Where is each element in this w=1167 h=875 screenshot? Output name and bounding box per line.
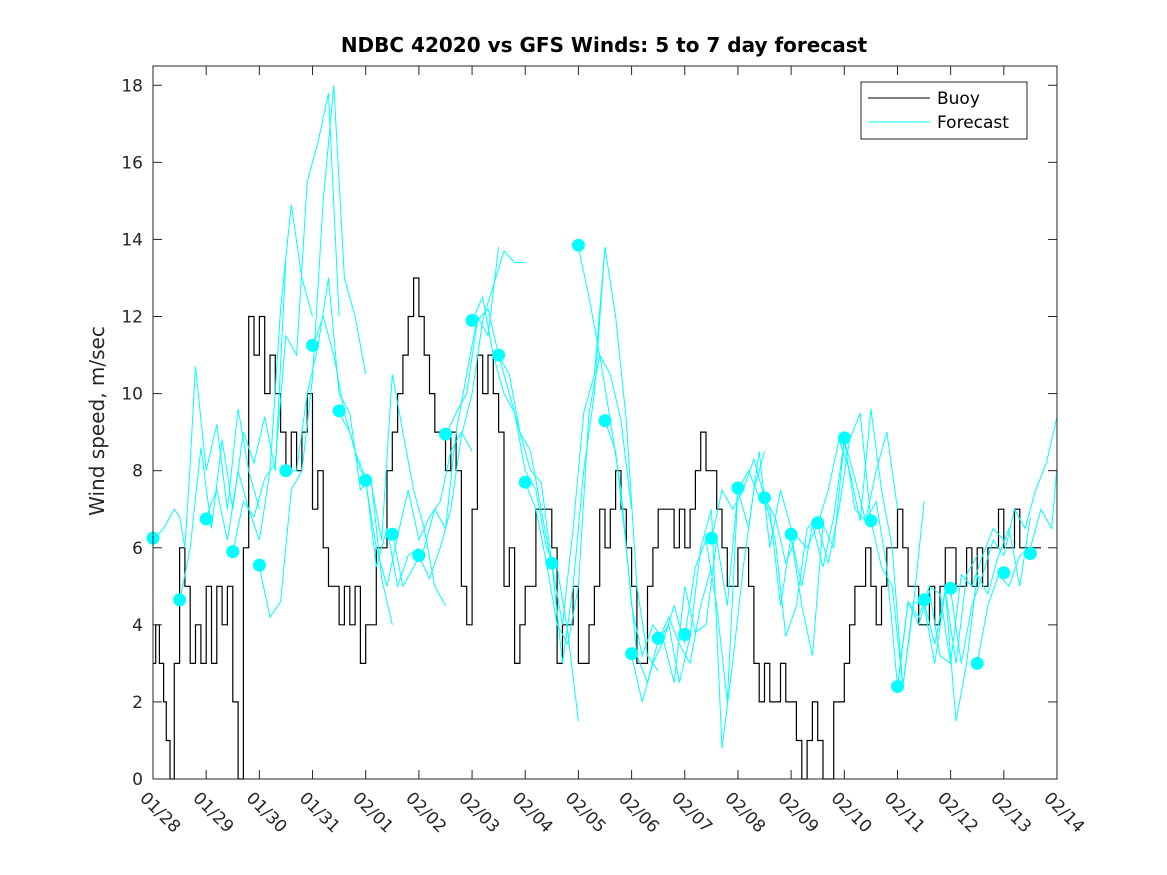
forecast-point bbox=[385, 527, 399, 541]
forecast-point bbox=[412, 549, 426, 562]
forecast-point bbox=[784, 527, 798, 541]
forecast-series-8 bbox=[338, 374, 446, 606]
forecast-point bbox=[758, 491, 771, 505]
forecast-series-16 bbox=[551, 247, 659, 672]
forecast-series-31 bbox=[950, 416, 1058, 664]
legend: Buoy Forecast bbox=[860, 81, 1028, 140]
forecast-point bbox=[545, 556, 559, 570]
y-tick-label: 2 bbox=[132, 693, 143, 713]
forecast-point bbox=[651, 631, 665, 645]
forecast-point bbox=[279, 464, 293, 478]
forecast-series-2 bbox=[179, 258, 287, 602]
forecast-point bbox=[199, 512, 213, 526]
y-tick-label: 6 bbox=[132, 539, 143, 559]
y-tick-label: 4 bbox=[132, 616, 143, 636]
forecast-series-5 bbox=[258, 85, 367, 619]
y-axis-label: Wind speed, m/sec bbox=[85, 326, 109, 516]
legend-buoy-label: Buoy bbox=[937, 89, 980, 109]
y-tick-label: 14 bbox=[121, 230, 143, 250]
forecast-series-4 bbox=[232, 92, 340, 552]
forecast-point bbox=[704, 531, 718, 545]
y-tick-label: 18 bbox=[121, 76, 143, 96]
chart-title: NDBC 42020 vs GFS Winds: 5 to 7 day fore… bbox=[341, 33, 868, 57]
forecast-series-6 bbox=[285, 277, 393, 625]
forecast-point bbox=[678, 628, 692, 641]
forecast-point bbox=[917, 593, 931, 607]
forecast-series-32 bbox=[976, 466, 1058, 664]
plot-area bbox=[146, 85, 1058, 780]
forecast-point bbox=[492, 348, 506, 362]
forecast-point bbox=[571, 238, 585, 252]
forecast-point bbox=[359, 473, 373, 487]
forecast-point bbox=[226, 545, 240, 559]
forecast-series-11 bbox=[418, 250, 526, 580]
forecast-point bbox=[465, 313, 479, 327]
forecast-point bbox=[173, 593, 187, 607]
forecast-series-15 bbox=[524, 353, 633, 646]
forecast-series-13 bbox=[471, 295, 579, 722]
forecast-series-29 bbox=[897, 527, 1005, 687]
legend-forecast-label: Forecast bbox=[937, 113, 1009, 133]
forecast-point bbox=[970, 656, 984, 670]
forecast-point bbox=[891, 680, 904, 693]
forecast-point bbox=[439, 427, 452, 441]
forecast-series-1 bbox=[152, 366, 260, 548]
y-tick-label: 0 bbox=[132, 770, 143, 790]
forecast-point bbox=[332, 404, 346, 418]
forecast-point bbox=[944, 581, 958, 595]
forecast-point bbox=[811, 516, 825, 530]
legend-box bbox=[860, 81, 1028, 140]
y-tick-label: 8 bbox=[132, 462, 143, 482]
forecast-point bbox=[1023, 547, 1037, 560]
forecast-series-30 bbox=[923, 516, 1031, 722]
y-tick-label: 12 bbox=[121, 308, 143, 328]
forecast-point bbox=[518, 475, 532, 489]
forecast-point bbox=[598, 414, 612, 428]
forecast-point bbox=[837, 431, 851, 445]
forecast-series-3 bbox=[205, 204, 313, 541]
forecast-point bbox=[252, 558, 266, 572]
forecast-point bbox=[731, 481, 745, 495]
forecast-point bbox=[864, 514, 878, 528]
y-tick-label: 16 bbox=[121, 153, 143, 173]
forecast-point bbox=[997, 566, 1011, 580]
forecast-point bbox=[625, 647, 639, 661]
y-tick-label: 10 bbox=[121, 385, 143, 405]
forecast-series-20 bbox=[657, 451, 765, 749]
forecast-series-19 bbox=[631, 489, 739, 703]
forecast-point bbox=[306, 338, 319, 352]
axes-box bbox=[152, 65, 1058, 780]
